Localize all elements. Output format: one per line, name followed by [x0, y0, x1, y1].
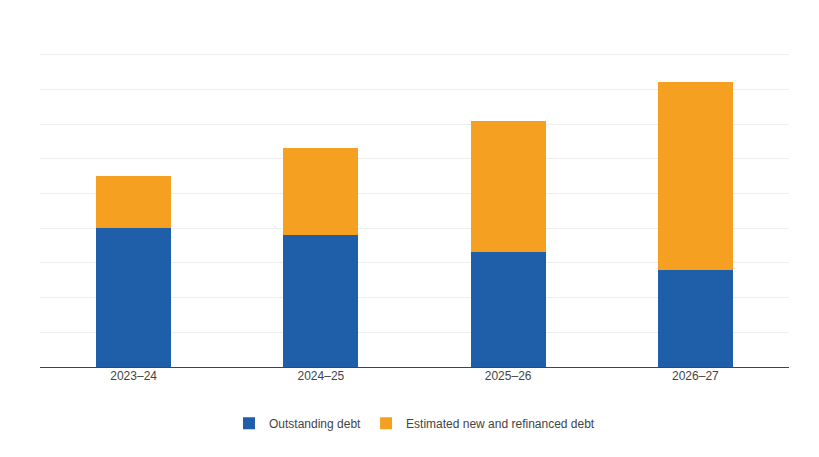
- svg-text:2026–27: 2026–27: [672, 369, 719, 383]
- svg-text:Estimated new and refinanced d: Estimated new and refinanced debt: [406, 417, 595, 431]
- svg-text:2025–26: 2025–26: [485, 369, 532, 383]
- svg-text:Outstanding debt: Outstanding debt: [269, 417, 361, 431]
- svg-text:2023–24: 2023–24: [110, 369, 157, 383]
- svg-text:2024–25: 2024–25: [298, 369, 345, 383]
